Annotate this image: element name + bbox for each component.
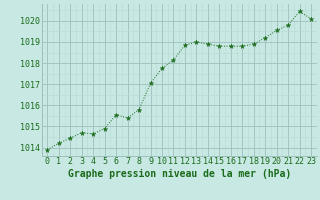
X-axis label: Graphe pression niveau de la mer (hPa): Graphe pression niveau de la mer (hPa) [68,169,291,179]
